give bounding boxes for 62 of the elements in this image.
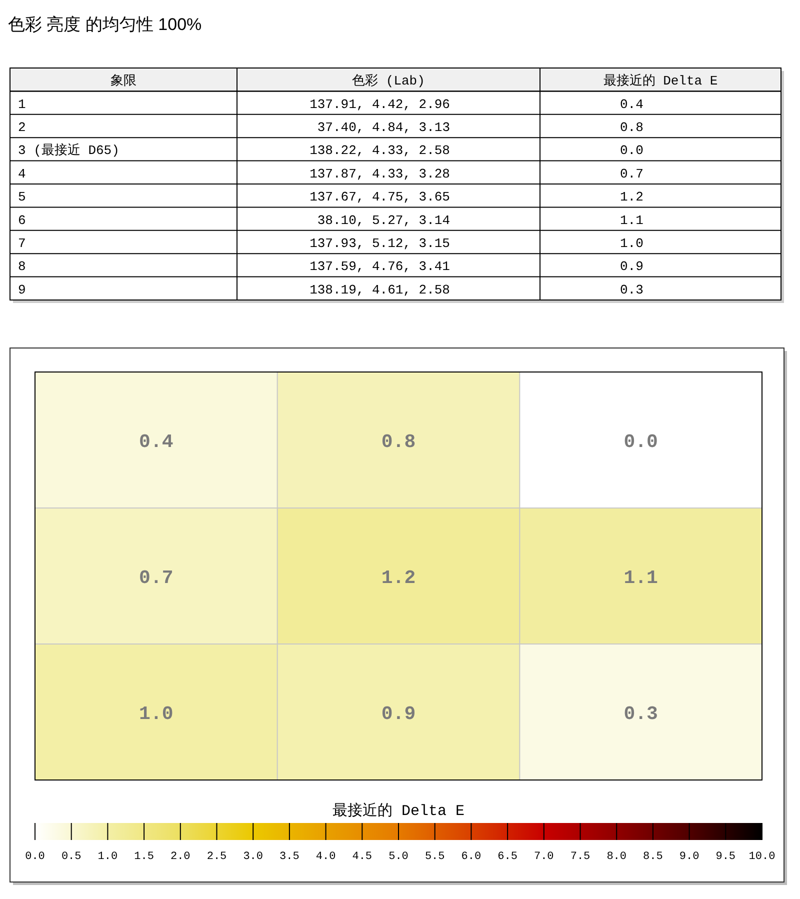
text: 37.40, 4.84, 3.13 xyxy=(317,120,450,135)
color-bar-label: 0.5 xyxy=(61,851,82,863)
text: 8 xyxy=(18,259,26,274)
color-bar-label: 4.0 xyxy=(316,851,336,863)
data-label: 1.1 xyxy=(624,567,658,589)
color-bar-label: 3.0 xyxy=(243,851,264,863)
text: 137.87, 4.33, 3.28 xyxy=(310,166,450,182)
color-bar-label: 8.0 xyxy=(606,851,627,863)
color-bar-label: 6.5 xyxy=(498,851,518,863)
color-bar-label: 9.5 xyxy=(716,851,736,863)
text: 3 (最接近 D65) xyxy=(18,143,120,158)
text: 1 xyxy=(18,96,26,112)
color-bar-label: 2.0 xyxy=(170,851,190,863)
text: 138.19, 4.61, 2.58 xyxy=(310,282,450,298)
color-bar-label: 5.0 xyxy=(388,851,408,863)
text: 0.8 xyxy=(620,120,644,135)
color-bar-label: 9.0 xyxy=(679,851,700,863)
color-bar-label: 1.5 xyxy=(134,851,154,863)
color-bar-label: 5.5 xyxy=(424,851,445,863)
text: 1.2 xyxy=(620,190,644,205)
data-label: 0.7 xyxy=(139,567,174,589)
color-bar-title: 最接近的 Delta E xyxy=(332,802,465,820)
text: 0.4 xyxy=(620,96,644,112)
color-bar-label: 10.0 xyxy=(748,851,776,863)
text: 137.59, 4.76, 3.41 xyxy=(310,259,450,274)
data-label: 1.0 xyxy=(139,703,174,725)
data-label: 1.2 xyxy=(381,567,416,589)
text: 0.0 xyxy=(620,143,644,158)
color-bar-label: 4.5 xyxy=(352,851,372,863)
color-bar-label: 3.5 xyxy=(280,851,300,863)
color-bar-label: 8.5 xyxy=(643,851,663,863)
text: 1.0 xyxy=(620,236,644,251)
text: 137.67, 4.75, 3.65 xyxy=(310,190,450,205)
text: 色彩 亮度 的均匀性 100% xyxy=(8,15,202,34)
text: 6 xyxy=(18,212,26,228)
data-label: 0.0 xyxy=(624,431,658,453)
text: 38.10, 5.27, 3.14 xyxy=(317,212,450,228)
color-bar-label: 0.0 xyxy=(25,851,45,863)
text: 1.1 xyxy=(620,212,644,228)
text: 137.93, 5.12, 3.15 xyxy=(310,236,450,251)
category-label: 象限 xyxy=(110,74,136,89)
color-bar-label: 2.5 xyxy=(206,851,227,863)
data-label: 0.8 xyxy=(381,431,416,453)
text: 2 xyxy=(18,120,26,135)
data-label: 0.3 xyxy=(624,703,658,725)
text: 7 xyxy=(18,236,26,251)
text: 0.3 xyxy=(620,282,644,298)
category-label: 最接近的 Delta E xyxy=(603,74,718,89)
color-bar-label: 6.0 xyxy=(461,851,482,863)
color-bar-label: 1.0 xyxy=(98,851,118,863)
text: 5 xyxy=(18,190,26,205)
category-label: 色彩 (Lab) xyxy=(352,74,425,89)
data-label: 0.4 xyxy=(139,431,174,453)
color-bar-label: 7.0 xyxy=(534,851,554,863)
text: 0.9 xyxy=(620,259,644,274)
text: 4 xyxy=(18,166,26,182)
text: 0.7 xyxy=(620,166,644,182)
text: 137.91, 4.42, 2.96 xyxy=(310,96,450,112)
color-bar-label: 7.5 xyxy=(570,851,590,863)
text: 9 xyxy=(18,282,26,298)
data-label: 0.9 xyxy=(381,703,416,725)
text: 138.22, 4.33, 2.58 xyxy=(310,143,450,158)
